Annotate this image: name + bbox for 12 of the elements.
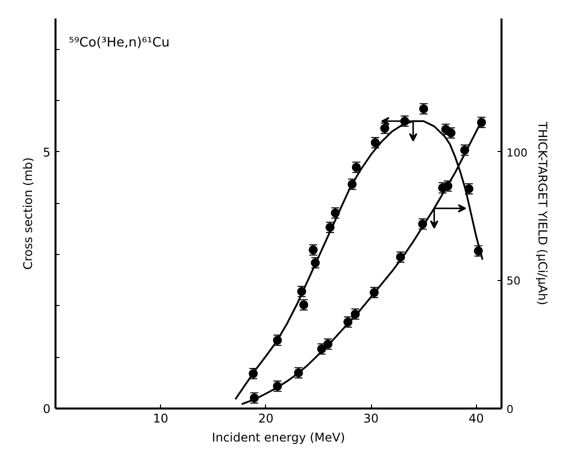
x-tick-label: 40 [468, 412, 484, 426]
y2-axis-title: THICK-TARGET YIELD (μCi/μAh) [535, 120, 550, 306]
x-axis-title: Incident energy (MeV) [212, 430, 346, 444]
y-axis-title: Cross section (mb) [20, 157, 35, 270]
y2-tick-label: 100 [506, 146, 528, 160]
x-tick-label: 10 [153, 412, 168, 426]
x-tick-label: 20 [258, 412, 274, 426]
y2-tick-label: 0 [506, 403, 514, 416]
x-tick-label: 30 [363, 412, 379, 426]
text: ⁵⁹Co(³He,n)⁶¹Cu [68, 36, 170, 50]
y-tick-label: 5 [42, 145, 51, 160]
y2-tick-label: 50 [506, 274, 520, 288]
